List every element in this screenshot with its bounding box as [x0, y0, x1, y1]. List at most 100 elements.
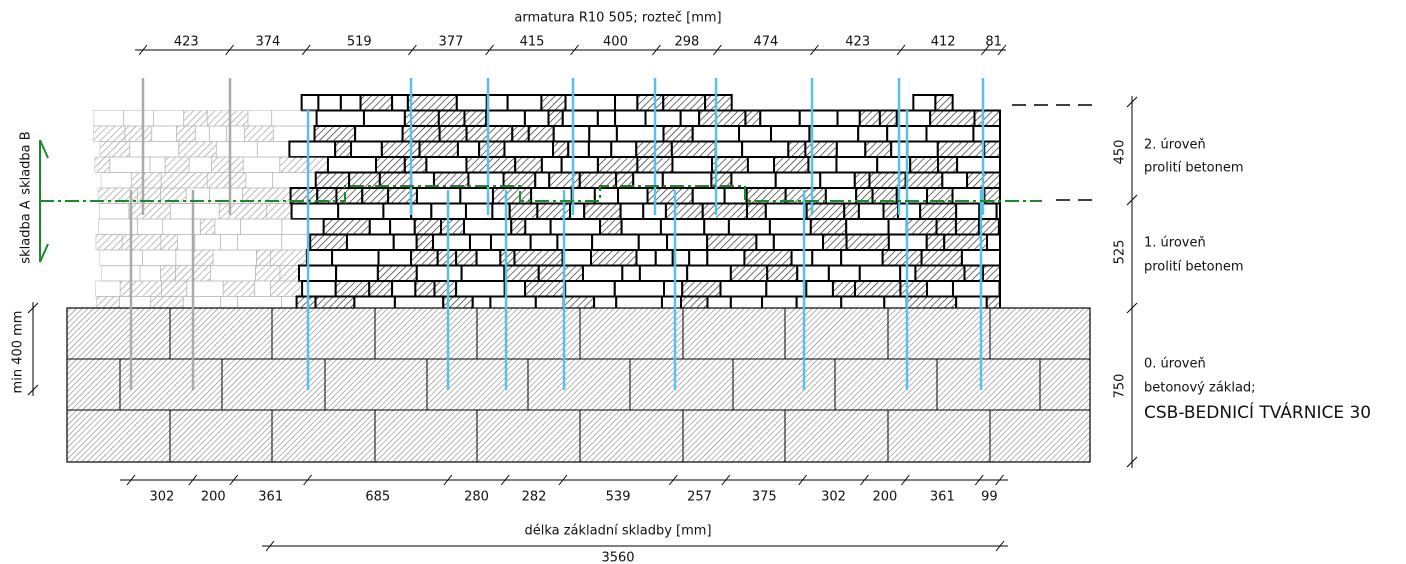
- dim-label: 415: [520, 35, 545, 50]
- block: [796, 264, 830, 282]
- block: [904, 171, 944, 189]
- block: [491, 187, 533, 205]
- block: [808, 125, 860, 143]
- dim-label: 519: [347, 35, 372, 50]
- block: [663, 280, 684, 298]
- block: [101, 265, 141, 282]
- dim-label: 257: [687, 490, 712, 505]
- block: [773, 156, 810, 174]
- block: [714, 140, 744, 158]
- block: [334, 140, 353, 158]
- block: [100, 172, 132, 189]
- block: [374, 156, 406, 174]
- block: [671, 156, 713, 174]
- block: [499, 249, 516, 267]
- block: [269, 280, 303, 297]
- block: [415, 233, 435, 251]
- block: [266, 203, 292, 220]
- block: [895, 109, 932, 127]
- block: [401, 125, 441, 143]
- block: [130, 172, 162, 189]
- block: [440, 218, 466, 236]
- block: [691, 187, 726, 205]
- block: [237, 234, 283, 251]
- block: [909, 156, 940, 174]
- dim-tick: [301, 44, 311, 56]
- dim-tick: [995, 474, 1004, 486]
- block: [882, 202, 900, 220]
- dim-label: 412: [931, 35, 956, 50]
- block: [560, 156, 599, 174]
- block: [688, 249, 709, 267]
- block: [704, 94, 733, 112]
- block: [831, 280, 856, 298]
- block: [617, 187, 649, 205]
- block: [766, 264, 799, 282]
- block: [489, 233, 532, 251]
- block: [460, 264, 506, 282]
- block: [199, 218, 216, 235]
- block: [382, 202, 413, 220]
- block: [380, 140, 421, 158]
- block: [727, 218, 771, 236]
- block: [876, 156, 912, 174]
- block: [279, 156, 329, 173]
- block: [305, 249, 334, 267]
- level-height: 750: [1113, 374, 1128, 399]
- block: [743, 249, 793, 267]
- block: [334, 280, 371, 298]
- block: [455, 94, 488, 112]
- dim-label: 280: [464, 490, 489, 505]
- block: [887, 218, 908, 236]
- block: [845, 218, 890, 236]
- block: [741, 140, 790, 158]
- block: [178, 141, 217, 158]
- block: [242, 156, 281, 173]
- block: [410, 202, 433, 220]
- block: [503, 140, 555, 158]
- block: [523, 109, 550, 127]
- block: [899, 280, 929, 298]
- dim-label: 298: [674, 35, 699, 50]
- block: [951, 280, 1001, 298]
- block: [240, 218, 283, 235]
- block: [635, 249, 657, 267]
- dim-tick: [798, 474, 808, 486]
- block: [755, 233, 775, 251]
- block: [765, 280, 808, 298]
- block: [465, 125, 514, 143]
- block: [679, 109, 701, 127]
- block: [322, 218, 371, 236]
- block: [245, 172, 273, 189]
- block: [936, 140, 986, 158]
- dim-label: 99: [981, 490, 998, 505]
- block: [506, 94, 543, 112]
- level-height: 450: [1113, 140, 1128, 165]
- block: [222, 280, 256, 297]
- block: [433, 280, 458, 298]
- block: [290, 202, 340, 220]
- block: [787, 140, 807, 158]
- block: [706, 249, 746, 267]
- block: [698, 109, 747, 127]
- block: [914, 264, 966, 282]
- block: [637, 233, 669, 251]
- block: [139, 265, 162, 282]
- block: [840, 249, 884, 267]
- block: [317, 94, 342, 112]
- block: [463, 218, 513, 236]
- block: [254, 280, 271, 297]
- block: [406, 94, 458, 112]
- block: [99, 249, 143, 266]
- foundation: [66, 307, 1091, 463]
- dim-label: 539: [606, 490, 631, 505]
- block: [729, 264, 769, 282]
- block: [149, 156, 166, 173]
- top-dimension: 423 374 519 377 415 400 298 474 423 412 81: [135, 35, 1007, 56]
- block: [919, 202, 958, 220]
- dim-tick: [980, 44, 990, 56]
- masonry: [92, 94, 1002, 313]
- block: [194, 234, 221, 251]
- block: [124, 125, 153, 142]
- block: [129, 141, 180, 158]
